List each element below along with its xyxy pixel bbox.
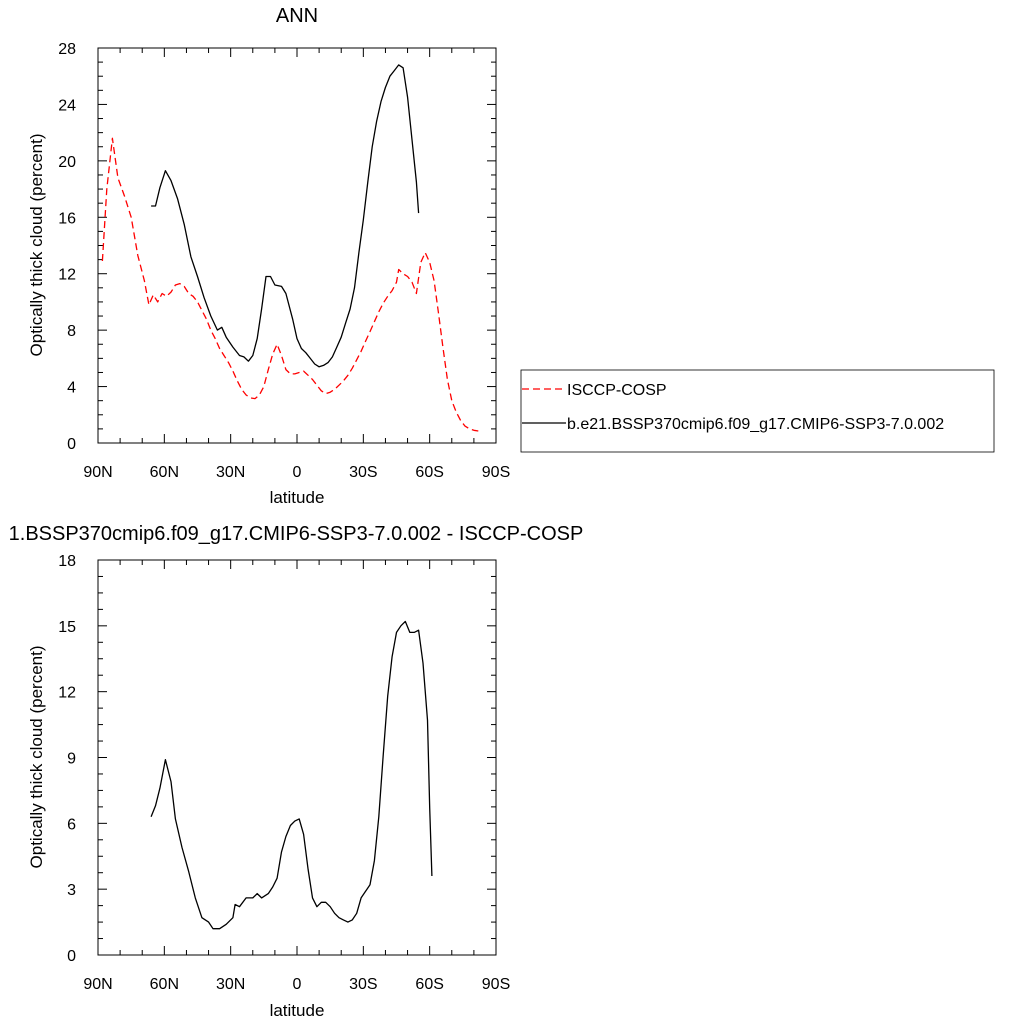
p2-y-tick-label-3: 9 [67,751,76,768]
p1-y-tick-label-5: 20 [58,154,76,171]
x-axis-label: latitude [270,488,325,507]
series-lines [101,64,479,432]
y-axis-label: Optically thick cloud (percent) [27,134,46,357]
plot-frame [97,47,497,444]
p2-x-tick-label-4: 30S [349,976,377,993]
p1-x-tick-label-6: 90S [482,464,510,481]
chart-title: ANN [276,5,318,27]
p1-x-tick-label-3: 0 [293,464,302,481]
p2-x-tick-label-6: 90S [482,976,510,993]
legend-box [520,369,995,453]
p1-x-tick-label-0: 90N [83,464,112,481]
p2-x-tick-label-0: 90N [83,976,112,993]
p1-x-tick-label-5: 60S [415,464,443,481]
p1-y-tick-label-1: 4 [67,380,76,397]
legend-label-isccp: ISCCP-COSP [567,382,667,399]
panel-annual: ANN Optically thick cloud (percent) lati… [27,5,510,507]
p1-series-line-0 [101,137,479,432]
panel-difference: 1.BSSP370cmip6.f09_g17.CMIP6-SSP3-7.0.00… [9,523,584,1020]
p2-x-tick-label-1: 60N [150,976,179,993]
p1-y-tick-label-2: 8 [67,323,76,340]
legend: ISCCP-COSP b.e21.BSSP370cmip6.f09_g17.CM… [520,369,995,453]
p1-x-tick-label-1: 60N [150,464,179,481]
tick-labels: 90N 60N 30N 0 30S 60S 90S 0 4 8 12 16 20 24 28 [58,41,510,481]
legend-label-model: b.e21.BSSP370cmip6.f09_g17.CMIP6-SSP3-7.… [567,416,944,433]
axis-ticks-difference [97,559,497,956]
p1-y-tick-label-4: 16 [58,210,76,227]
p1-y-tick-label-7: 28 [58,41,76,58]
chart-title-difference: 1.BSSP370cmip6.f09_g17.CMIP6-SSP3-7.0.00… [9,523,584,545]
p2-y-tick-label-4: 12 [58,685,76,702]
p1-y-tick-label-0: 0 [67,436,76,453]
p1-y-tick-label-3: 12 [58,267,76,284]
series-lines-difference [150,620,433,930]
p2-y-tick-label-2: 6 [67,816,76,833]
p1-y-tick-label-6: 24 [58,97,76,114]
p1-series-line-1 [151,64,420,368]
x-axis-label-difference: latitude [270,1001,325,1020]
p2-x-tick-label-2: 30N [216,976,245,993]
p1-x-tick-label-4: 30S [349,464,377,481]
p2-y-tick-label-6: 18 [58,553,76,570]
p2-y-tick-label-0: 0 [67,948,76,965]
p2-x-tick-label-3: 0 [293,976,302,993]
p2-x-tick-label-5: 60S [415,976,443,993]
axis-ticks [97,47,497,444]
p2-series-line-0 [150,620,433,930]
p1-x-tick-label-2: 30N [216,464,245,481]
p2-y-tick-label-1: 3 [67,882,76,899]
y-axis-label-difference: Optically thick cloud (percent) [27,646,46,869]
p2-y-tick-label-5: 15 [58,619,76,636]
tick-labels-difference: 90N 60N 30N 0 30S 60S 90S 0 3 6 9 12 15 18 [58,553,510,993]
plot-frame-difference [97,559,497,956]
